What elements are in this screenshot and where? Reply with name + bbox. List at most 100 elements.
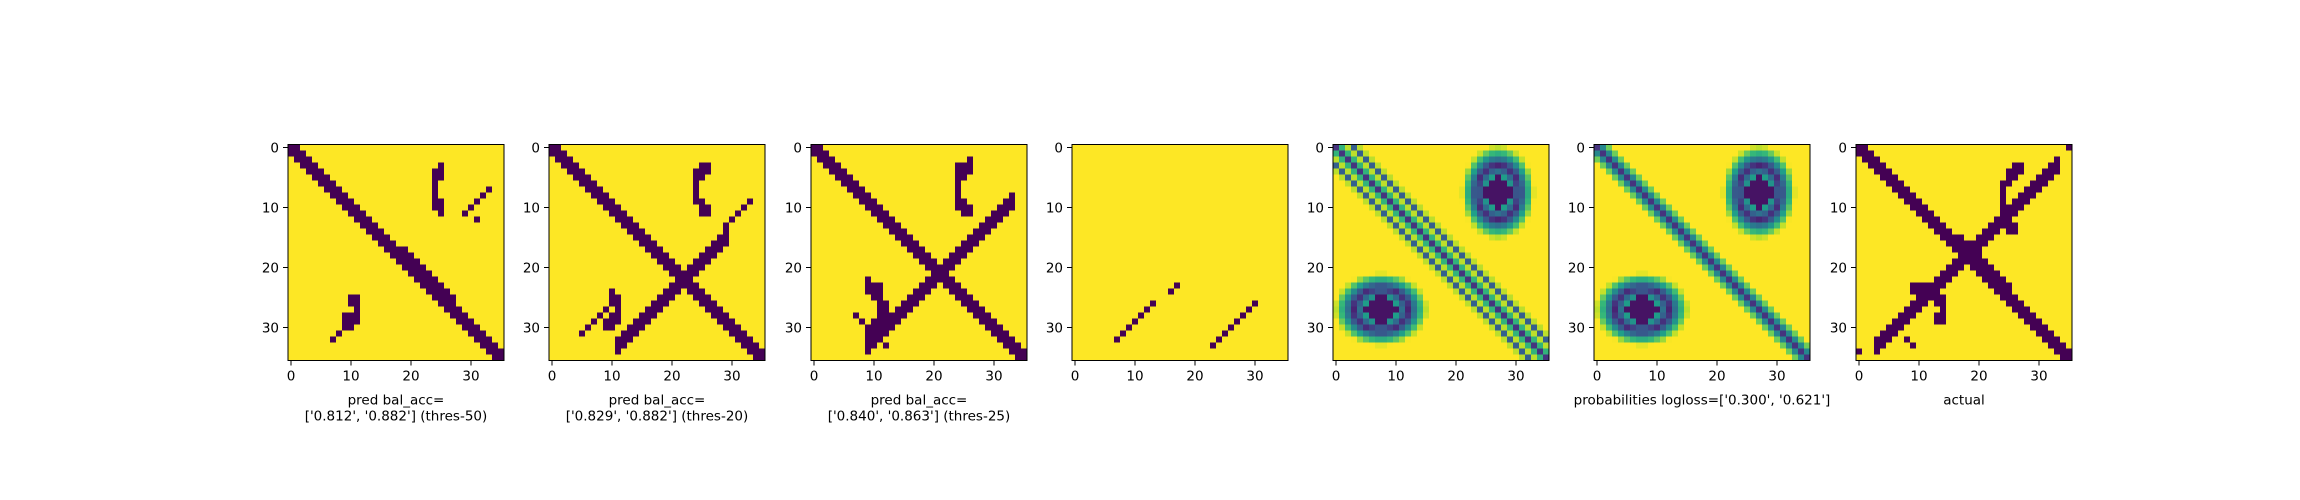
heatmap-cell: [627, 210, 634, 217]
heatmap-cell: [462, 156, 469, 163]
heatmap-cell: [1240, 192, 1247, 199]
heatmap-cell: [579, 342, 586, 349]
heatmap-cell: [1252, 306, 1259, 313]
heatmap-cell: [396, 318, 403, 325]
heatmap-cell: [609, 174, 616, 181]
heatmap-cell: [753, 234, 760, 241]
heatmap-cell: [847, 270, 854, 277]
heatmap-cell: [390, 216, 397, 223]
heatmap-cell: [1282, 252, 1289, 259]
heatmap-cell: [324, 294, 331, 301]
heatmap-cell: [585, 210, 592, 217]
heatmap-cell: [1108, 252, 1115, 259]
heatmap-cell: [913, 324, 920, 331]
heatmap-cell: [639, 294, 646, 301]
heatmap-cell: [432, 312, 439, 319]
heatmap-cell: [408, 336, 415, 343]
heatmap-cell: [877, 246, 884, 253]
heatmap-cell: [973, 210, 980, 217]
heatmap-cell: [1102, 312, 1109, 319]
heatmap-cell: [961, 174, 968, 181]
heatmap-cell: [498, 282, 505, 289]
heatmap-cell: [1258, 228, 1265, 235]
heatmap-cell: [555, 240, 562, 247]
heatmap-cell: [621, 270, 628, 277]
heatmap-cell: [1126, 282, 1133, 289]
heatmap-cell: [865, 192, 872, 199]
heatmap-cell: [1270, 198, 1277, 205]
heatmap-cell: [913, 174, 920, 181]
heatmap-cell: [669, 300, 676, 307]
heatmap-cell: [432, 354, 439, 361]
heatmap-cell: [871, 270, 878, 277]
heatmap-cell: [561, 210, 568, 217]
heatmap-cell: [669, 198, 676, 205]
heatmap-cell: [949, 144, 956, 151]
heatmap-cell: [480, 204, 487, 211]
heatmap-cell: [591, 336, 598, 343]
heatmap-cell: [444, 348, 451, 355]
heatmap-cell: [498, 276, 505, 283]
heatmap-cell: [555, 300, 562, 307]
heatmap-cell: [723, 198, 730, 205]
heatmap-cell: [420, 168, 427, 175]
heatmap-cell: [414, 282, 421, 289]
heatmap-cell: [573, 198, 580, 205]
heatmap-cell: [1234, 144, 1241, 151]
heatmap-cell: [294, 198, 301, 205]
heatmap-cell: [579, 318, 586, 325]
heatmap-cell: [961, 228, 968, 235]
heatmap-cell: [396, 192, 403, 199]
heatmap-cell: [1168, 198, 1175, 205]
heatmap-cell: [1276, 282, 1283, 289]
heatmap-cell: [705, 276, 712, 283]
heatmap-cell: [1114, 294, 1121, 301]
heatmap-cell: [456, 144, 463, 151]
heatmap-cell: [549, 162, 556, 169]
heatmap-cell: [420, 228, 427, 235]
heatmap-cell: [1252, 204, 1259, 211]
heatmap-cell: [735, 234, 742, 241]
heatmap-cell: [1180, 198, 1187, 205]
heatmap-cell: [384, 336, 391, 343]
heatmap-cell: [456, 210, 463, 217]
heatmap-cell: [456, 198, 463, 205]
heatmap-cell: [1150, 198, 1157, 205]
heatmap-cell: [1138, 240, 1145, 247]
heatmap-cell: [705, 162, 712, 169]
heatmap-cell: [621, 306, 628, 313]
heatmap-cell: [1228, 174, 1235, 181]
heatmap-cell: [1222, 192, 1229, 199]
heatmap-cell: [627, 246, 634, 253]
heatmap-cell: [1216, 204, 1223, 211]
heatmap-cell: [444, 330, 451, 337]
heatmap-cell: [1174, 228, 1181, 235]
heatmap-cell: [408, 342, 415, 349]
heatmap-cell: [468, 246, 475, 253]
heatmap-cell: [913, 192, 920, 199]
heatmap-cell: [717, 162, 724, 169]
heatmap-cell: [318, 192, 325, 199]
heatmap-cell: [1210, 150, 1217, 157]
heatmap-cell: [1270, 204, 1277, 211]
heatmap-cell: [348, 198, 355, 205]
heatmap-cell: [396, 300, 403, 307]
heatmap-cell: [1246, 228, 1253, 235]
heatmap-cell: [627, 342, 634, 349]
heatmap-cell: [741, 228, 748, 235]
heatmap-cell: [943, 294, 950, 301]
heatmap-cell: [847, 192, 854, 199]
heatmap-cell: [693, 162, 700, 169]
heatmap-cell: [907, 300, 914, 307]
heatmap-cell: [597, 336, 604, 343]
heatmap-cell: [853, 264, 860, 271]
heatmap-cell: [1198, 312, 1205, 319]
heatmap-cell: [1003, 258, 1010, 265]
heatmap-cell: [615, 216, 622, 223]
heatmap-cell: [561, 162, 568, 169]
heatmap-cell: [1246, 312, 1253, 319]
heatmap-cell: [1102, 246, 1109, 253]
heatmap-cell: [1198, 156, 1205, 163]
heatmap-cell: [294, 258, 301, 265]
heatmap-cell: [841, 318, 848, 325]
